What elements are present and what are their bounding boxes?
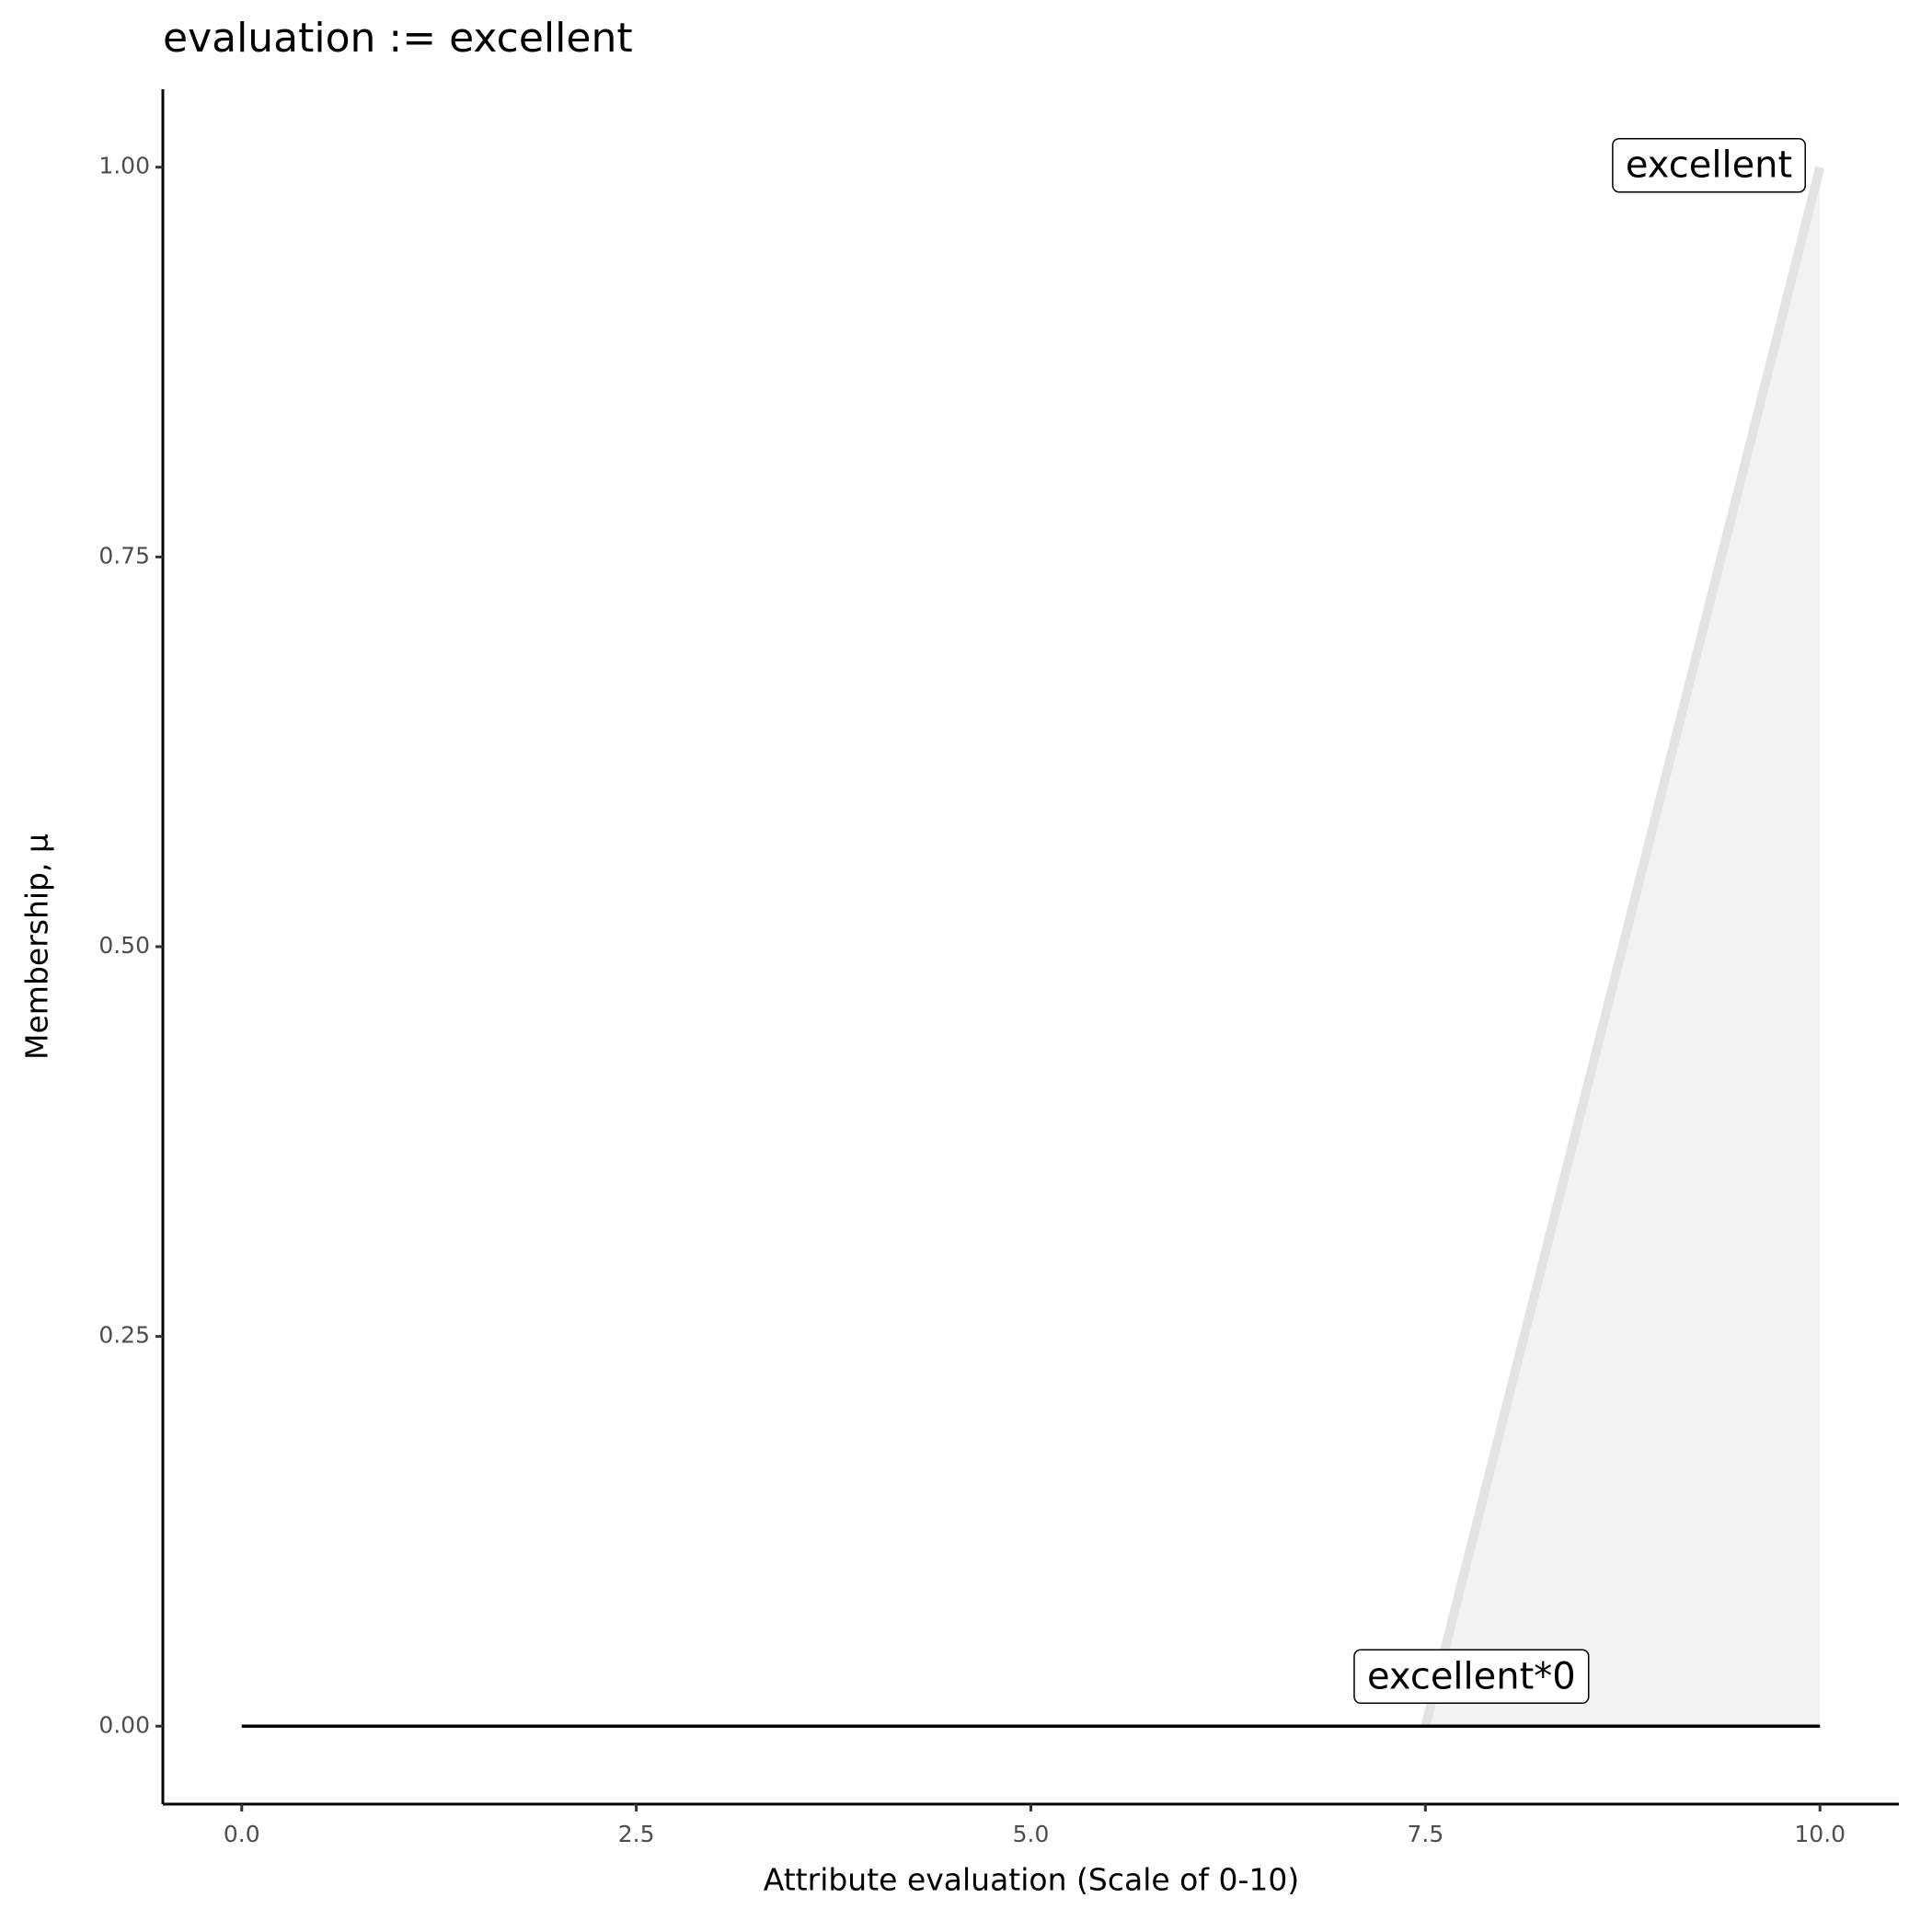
y-tick-label: 1.00 (98, 153, 150, 179)
x-tick-label: 5.0 (1013, 1821, 1050, 1847)
y-tick-label: 0.00 (98, 1711, 150, 1738)
series-label-box (1353, 1649, 1590, 1705)
x-tick-label: 7.5 (1407, 1821, 1443, 1847)
y-tick-label: 0.50 (98, 932, 150, 959)
y-tick-label: 0.75 (98, 542, 150, 569)
x-tick-label: 10.0 (1794, 1821, 1846, 1847)
x-tick-label: 0.0 (224, 1821, 260, 1847)
y-tick-label: 0.25 (98, 1322, 150, 1349)
series-label: excellent*0 (1367, 1655, 1576, 1697)
y-axis-title: Membership, μ (19, 834, 55, 1060)
series-line (1420, 166, 1825, 1728)
series-label-box (1612, 137, 1806, 193)
chart-title: evaluation := excellent (163, 15, 633, 62)
x-tick-label: 2.5 (618, 1821, 655, 1847)
series-label: excellent (1626, 144, 1792, 187)
x-axis-title: Attribute evaluation (Scale of 0-10) (764, 1862, 1299, 1898)
